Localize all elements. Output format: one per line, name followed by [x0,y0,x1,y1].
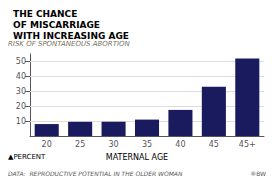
svg-text:▲PERCENT: ▲PERCENT [8,153,46,161]
svg-text:10: 10 [16,117,26,126]
svg-text:WITH INCREASING AGE: WITH INCREASING AGE [13,31,129,41]
svg-text:RISK OF SPONTANEOUS ABORTION: RISK OF SPONTANEOUS ABORTION [8,40,131,48]
svg-text:THE CHANCE: THE CHANCE [13,9,77,19]
svg-text:30: 30 [108,140,118,149]
svg-text:40: 40 [175,140,185,149]
svg-text:35: 35 [142,140,152,149]
svg-text:20: 20 [16,102,26,111]
svg-text:40: 40 [16,72,26,81]
svg-text:®BW: ®BW [250,170,266,177]
svg-text:30: 30 [16,87,26,96]
svg-text:DATA: REPRODUCTIVE POTENTIAL: DATA: REPRODUCTIVE POTENTIAL IN THE OLDE… [8,170,183,177]
svg-text:25: 25 [75,140,85,149]
svg-text:50: 50 [16,57,26,66]
svg-text:MATERNAL AGE: MATERNAL AGE [106,153,168,162]
svg-text:20: 20 [42,140,52,149]
svg-text:OF MISCARRIAGE: OF MISCARRIAGE [13,20,100,30]
svg-text:45+: 45+ [239,140,256,149]
svg-text:45: 45 [209,140,219,149]
